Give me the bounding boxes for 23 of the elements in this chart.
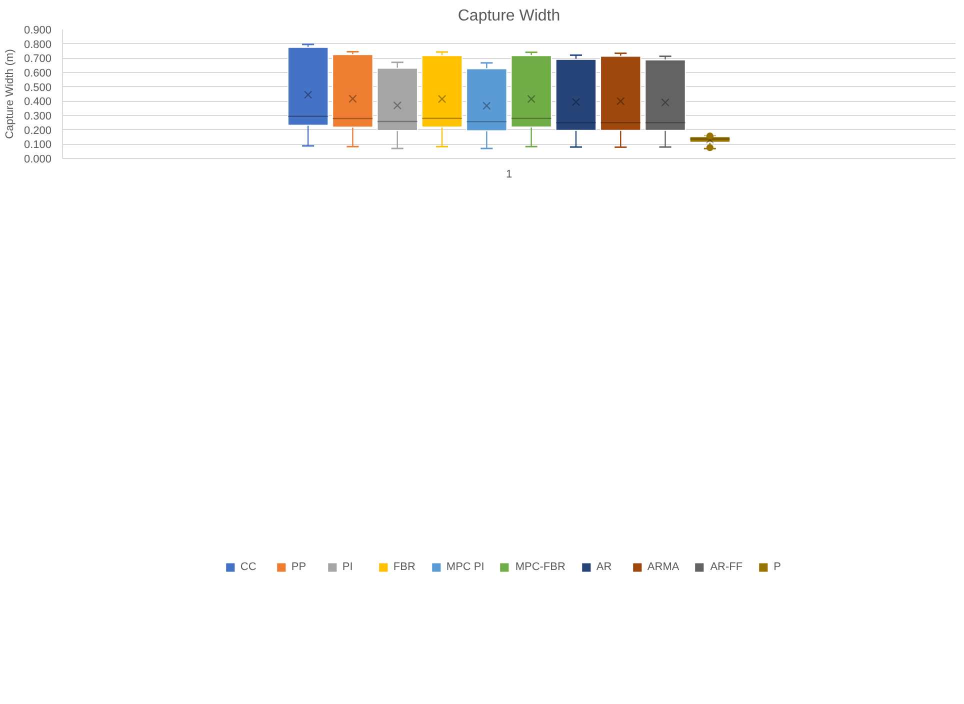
y-tick-label: 0.900 xyxy=(24,24,52,36)
legend-label: P xyxy=(774,561,782,573)
y-tick-label: 0.700 xyxy=(24,53,52,66)
y-tick-label: 0.000 xyxy=(24,154,52,166)
y-tick-label: 0.800 xyxy=(24,38,52,51)
legend-label: AR xyxy=(596,561,613,573)
legend-label: MPC-FBR xyxy=(515,561,566,573)
y-tick-label: 0.600 xyxy=(24,68,52,80)
legend-label: AR-FF xyxy=(710,561,743,573)
y-tick-label: 0.400 xyxy=(24,96,52,108)
chart-title: Capture Width xyxy=(458,8,560,24)
x-tick-label: 1 xyxy=(506,168,512,180)
legend-label: PI xyxy=(342,561,354,573)
y-tick-label: 0.200 xyxy=(24,124,52,137)
legend-label: PP xyxy=(291,561,308,573)
y-tick-label: 0.100 xyxy=(24,139,52,152)
legend-label: MPC PI xyxy=(446,561,484,573)
y-tick-label: 0.500 xyxy=(24,82,52,94)
y-tick-label: 0.300 xyxy=(24,110,52,122)
legend-label: ARMA xyxy=(647,561,680,573)
y-axis-title: Capture Width (m) xyxy=(4,49,16,139)
legend-label: FBR xyxy=(393,561,416,573)
legend-label: CC xyxy=(240,561,258,573)
